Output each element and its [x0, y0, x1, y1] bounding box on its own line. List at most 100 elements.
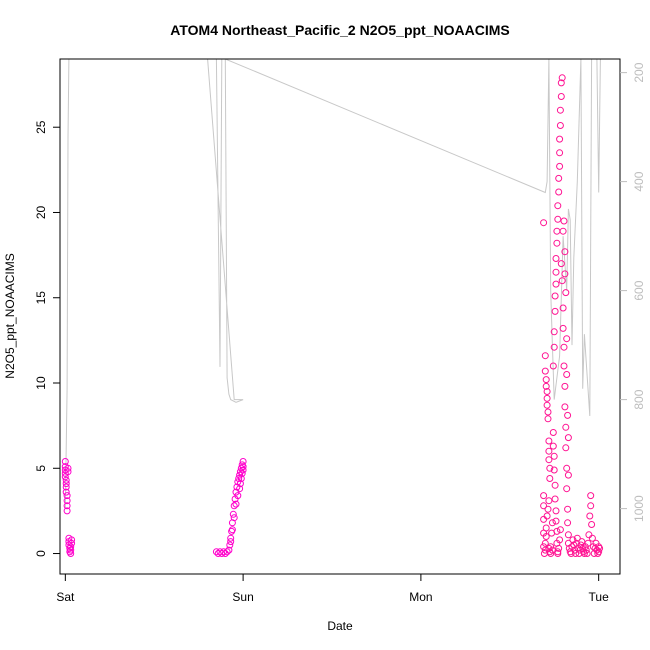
- data-point: [585, 531, 593, 539]
- data-point: [556, 536, 564, 544]
- data-point: [67, 546, 75, 554]
- x-axis-label: Date: [327, 619, 353, 633]
- data-point: [556, 135, 564, 143]
- data-point: [588, 521, 596, 528]
- data-point: [63, 507, 71, 515]
- data-point: [541, 352, 549, 360]
- y-tick-label: 10: [34, 376, 48, 390]
- data-point: [239, 458, 247, 465]
- data-point: [549, 429, 557, 436]
- plot-area-frame: [59, 58, 621, 575]
- data-point: [62, 488, 70, 496]
- x-tick-label: Sat: [56, 590, 75, 604]
- data-point: [230, 502, 238, 510]
- data-point: [557, 79, 565, 87]
- data-point: [542, 524, 550, 532]
- data-point: [540, 492, 548, 500]
- data-point: [237, 475, 245, 482]
- data-point: [564, 531, 572, 539]
- data-point: [541, 367, 549, 375]
- data-point: [61, 458, 69, 465]
- data-point: [225, 546, 233, 554]
- data-point: [583, 550, 591, 557]
- data-point: [544, 505, 552, 513]
- data-point: [64, 468, 72, 476]
- data-point: [230, 514, 238, 522]
- data-point: [553, 239, 561, 247]
- data-point: [549, 442, 557, 450]
- data-point: [556, 162, 564, 170]
- data-point: [560, 343, 568, 351]
- data-point: [554, 550, 562, 557]
- data-point: [541, 539, 549, 547]
- data-point: [561, 403, 569, 411]
- line-path: [64, 58, 601, 509]
- y-axis-right: 200 400 600 800 1000: [620, 62, 646, 522]
- data-point: [554, 202, 562, 210]
- data-point: [564, 471, 572, 479]
- data-point: [555, 174, 563, 182]
- data-point: [562, 289, 570, 297]
- data-point: [551, 307, 559, 315]
- data-point: [595, 548, 603, 556]
- data-point: [550, 466, 558, 474]
- data-point: [226, 541, 234, 549]
- y-axis-label: N2O5_ppt_NOAACIMS: [3, 253, 17, 378]
- data-point: [546, 475, 554, 482]
- chart-title: ATOM4 Northeast_Pacific_2 N2O5_ppt_NOAAC…: [170, 22, 509, 38]
- data-point: [587, 492, 595, 500]
- data-point: [544, 408, 552, 416]
- data-point: [573, 534, 581, 542]
- data-point: [564, 519, 572, 527]
- data-point: [67, 550, 75, 557]
- data-point: [558, 277, 566, 285]
- data-point: [227, 538, 235, 546]
- data-point: [588, 534, 596, 542]
- data-point: [558, 74, 566, 82]
- data-point: [554, 215, 562, 223]
- y-tick-label: 5: [34, 465, 48, 472]
- y-right-tick-label: 1000: [632, 495, 646, 522]
- data-point: [564, 505, 572, 513]
- data-point: [542, 382, 550, 390]
- data-point: [232, 500, 240, 508]
- data-point: [68, 536, 76, 544]
- x-axis: Sat Sun Mon Tue: [56, 574, 609, 604]
- data-point: [577, 541, 585, 549]
- data-point: [559, 227, 567, 235]
- data-point: [552, 268, 560, 276]
- data-point: [68, 539, 76, 547]
- data-point: [223, 548, 231, 556]
- data-point: [227, 534, 235, 542]
- data-point: [550, 452, 558, 460]
- y-tick-label: 0: [34, 550, 48, 557]
- data-point: [584, 539, 592, 547]
- data-point: [540, 219, 548, 227]
- data-point: [555, 188, 563, 196]
- data-point: [67, 543, 75, 551]
- data-point: [543, 388, 551, 395]
- data-point: [549, 362, 557, 370]
- data-point: [587, 502, 595, 510]
- data-point: [541, 546, 549, 554]
- data-point: [550, 328, 558, 336]
- y-right-tick-label: 400: [632, 171, 646, 191]
- data-point: [543, 394, 551, 402]
- x-tick-label: Mon: [409, 590, 432, 604]
- data-point: [552, 280, 560, 288]
- data-point: [236, 480, 244, 488]
- data-point: [552, 255, 560, 262]
- y-right-tick-label: 600: [632, 280, 646, 300]
- data-point: [543, 401, 551, 409]
- data-point: [547, 550, 555, 557]
- data-point: [555, 544, 563, 552]
- data-point: [545, 497, 553, 505]
- data-point: [545, 456, 553, 464]
- data-point: [582, 546, 590, 554]
- line-series: [64, 58, 601, 509]
- data-point: [562, 444, 570, 452]
- data-point: [546, 464, 554, 472]
- data-point: [63, 502, 71, 510]
- data-point: [596, 544, 604, 552]
- data-point: [580, 550, 588, 557]
